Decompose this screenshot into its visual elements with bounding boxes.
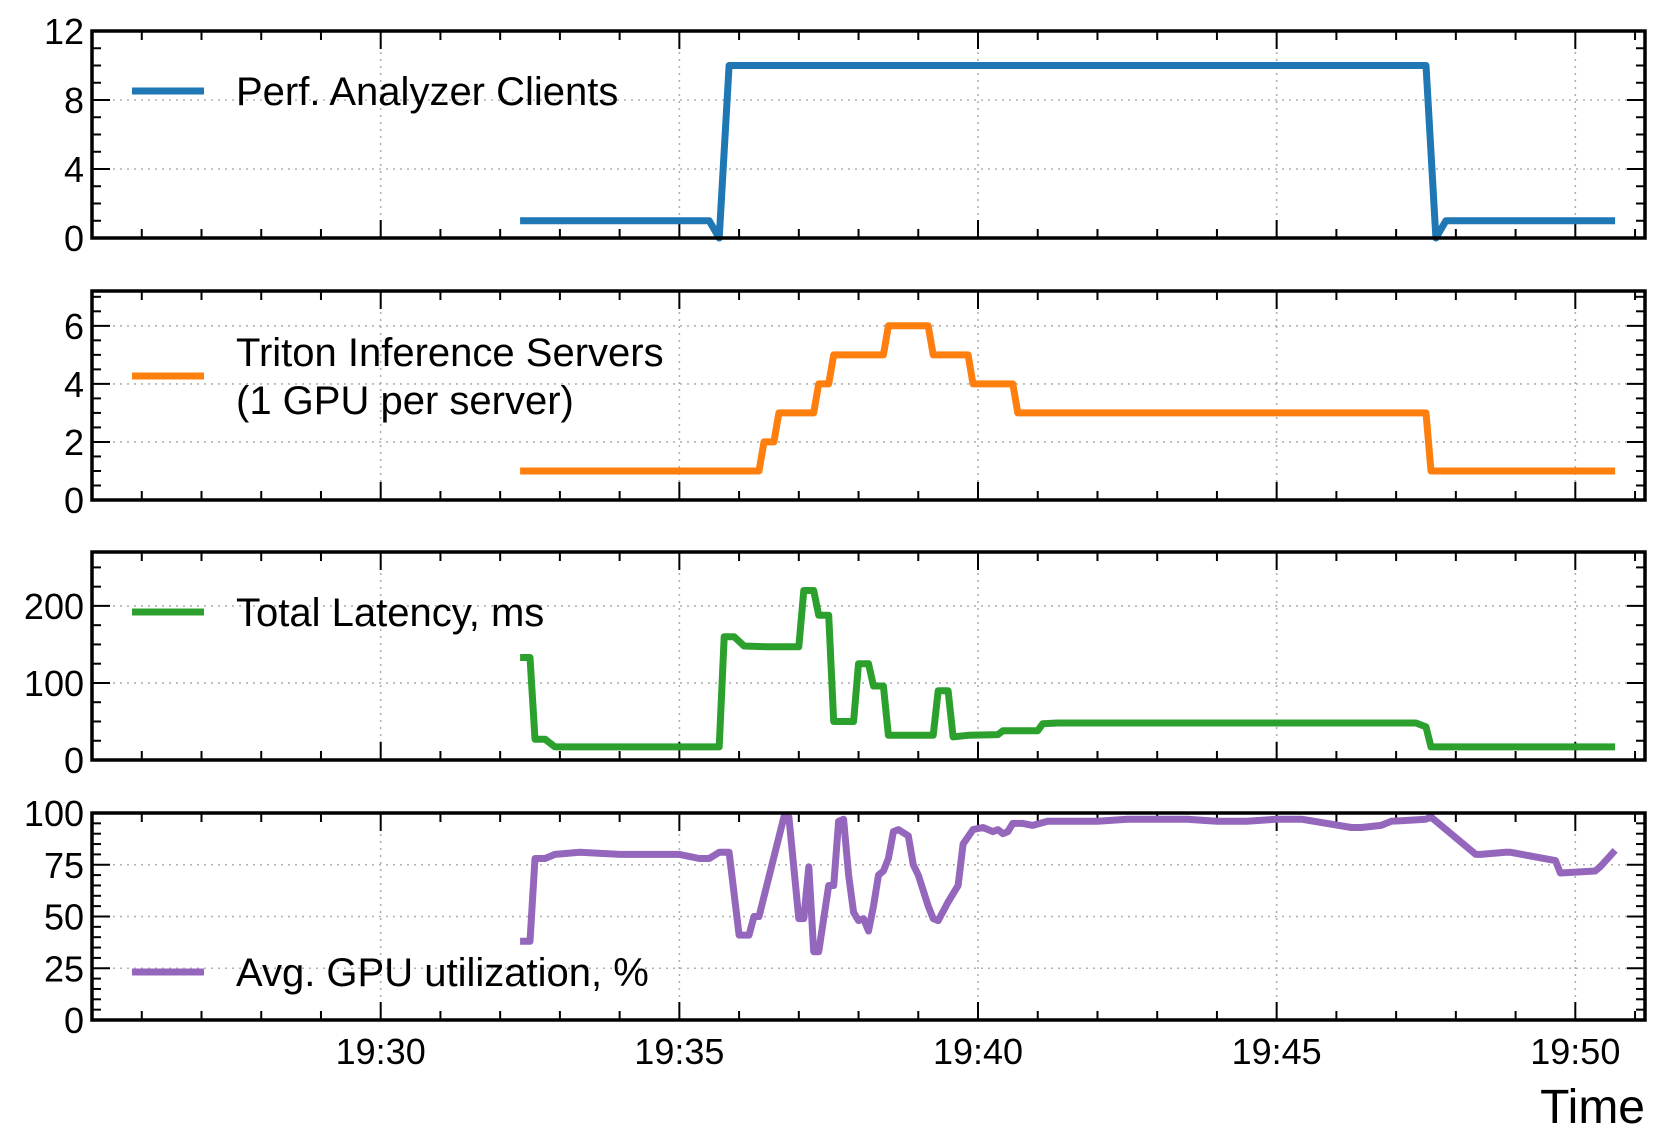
y-tick-label: 200 — [24, 586, 84, 627]
plot-frame — [90, 289, 1647, 502]
x-tick-label: 19:30 — [336, 1031, 426, 1072]
x-tick-labels: 19:30 19:35 19:40 19:45 19:50 — [336, 1031, 1621, 1072]
y-tick-label: 12 — [44, 11, 84, 52]
y-tick-label: 75 — [44, 845, 84, 886]
legend-label: (1 GPU per server) — [236, 379, 574, 423]
x-tick-label: 19:40 — [933, 1031, 1023, 1072]
y-tick-label: 8 — [64, 80, 84, 121]
y-tick-label: 0 — [64, 480, 84, 521]
x-tick-label: 19:50 — [1530, 1031, 1620, 1072]
plot-frame — [90, 550, 1647, 762]
legend-servers: Triton Inference Servers(1 GPU per serve… — [132, 331, 664, 423]
plot-frame — [90, 29, 1647, 240]
legend-clients: Perf. Analyzer Clients — [132, 70, 618, 114]
y-tick-label: 0 — [64, 740, 84, 781]
y-tick-label: 0 — [64, 218, 84, 259]
y-tick-label: 0 — [64, 1000, 84, 1041]
y-tick-label: 6 — [64, 306, 84, 347]
y-tick-label: 50 — [44, 897, 84, 938]
ticks-latency — [92, 552, 1645, 761]
y-tick-label: 4 — [64, 149, 84, 190]
legend-label: Triton Inference Servers — [236, 331, 664, 375]
panel-gpu: 0 25 50 75 100 Avg. GPU utilization, % — [24, 793, 1647, 1041]
legend-gpu: Avg. GPU utilization, % — [132, 951, 649, 995]
y-tick-label: 2 — [64, 422, 84, 463]
panels-layer: 0 4 8 12 Perf. Analyzer Clients 0 2 4 6 Triton In… — [24, 11, 1647, 1072]
y-tick-label: 100 — [24, 793, 84, 834]
panel-clients: 0 4 8 12 Perf. Analyzer Clients — [44, 11, 1647, 259]
series-line-clients — [520, 62, 1616, 242]
legend-latency: Total Latency, ms — [132, 591, 544, 635]
series-line-servers — [520, 322, 1616, 475]
legend-label: Avg. GPU utilization, % — [236, 951, 649, 995]
series-line-gpu — [520, 813, 1618, 956]
legend-label: Perf. Analyzer Clients — [236, 70, 618, 114]
plot-frame — [90, 811, 1647, 1022]
legend-label: Total Latency, ms — [236, 591, 544, 635]
x-axis-title: Time — [1540, 1081, 1645, 1134]
panel-latency: 0 100 200 Total Latency, ms — [24, 550, 1647, 781]
grid-latency — [92, 552, 1645, 760]
x-tick-label: 19:45 — [1232, 1031, 1322, 1072]
y-tick-label: 4 — [64, 364, 84, 405]
y-tick-label: 100 — [24, 663, 84, 704]
y-tick-label: 25 — [44, 948, 84, 989]
x-tick-label: 19:35 — [634, 1031, 724, 1072]
panel-servers: 0 2 4 6 Triton Inference Servers(1 GPU per s… — [64, 289, 1647, 521]
series-line-latency — [520, 587, 1616, 751]
